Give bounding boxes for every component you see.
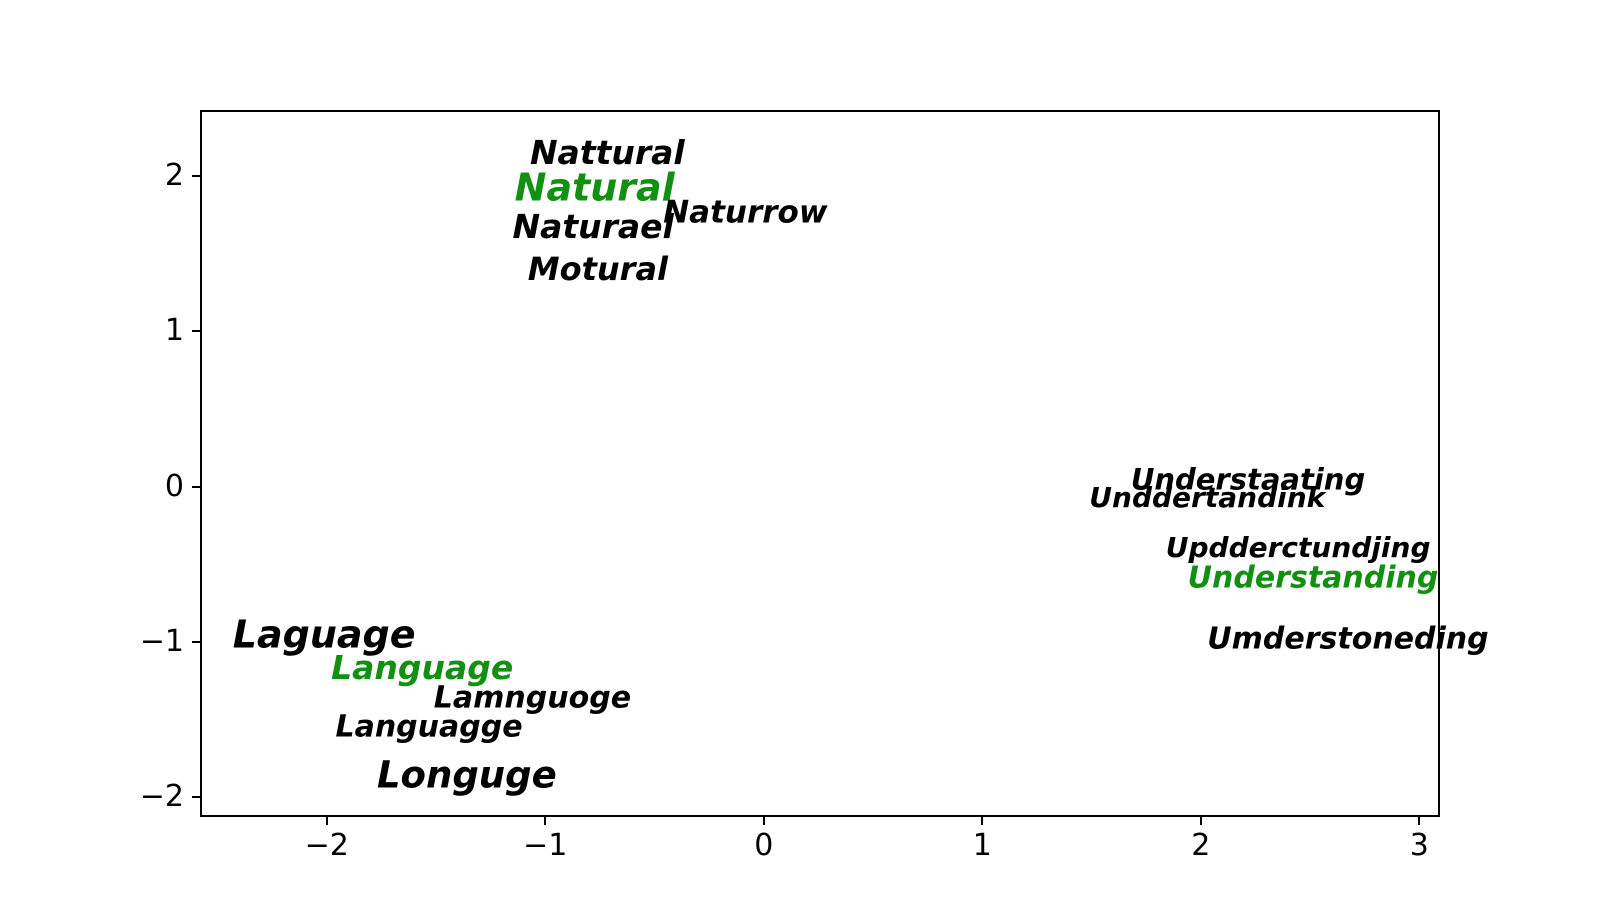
x-tick-mark — [1418, 817, 1421, 825]
x-tick-label: −1 — [523, 828, 568, 863]
word-label: Unddertandink — [1089, 481, 1326, 515]
word-label: Updderctundjing — [1165, 531, 1431, 565]
y-tick-mark — [192, 640, 200, 643]
word-label: Motural — [527, 249, 668, 288]
word-label: Laguage — [232, 612, 416, 657]
y-tick-mark — [192, 330, 200, 333]
word-label: Nattural — [529, 132, 685, 172]
word-label: Understaating — [1130, 462, 1366, 497]
x-tick-mark — [544, 817, 547, 825]
word-label: Languagge — [335, 709, 523, 745]
x-tick-mark — [981, 817, 984, 825]
y-tick-label: −2 — [139, 779, 184, 815]
word-label: Natural — [514, 165, 675, 210]
x-tick-label: 2 — [1191, 828, 1211, 863]
y-tick-mark — [192, 175, 200, 177]
word-label: Language — [331, 648, 514, 688]
y-tick-label: 1 — [164, 313, 184, 349]
y-tick-label: 2 — [164, 158, 184, 193]
x-tick-label: 3 — [1409, 828, 1429, 863]
x-tick-label: 0 — [754, 828, 774, 863]
word-label: Longuge — [376, 753, 557, 797]
x-tick-mark — [1199, 817, 1202, 825]
word-label: Naturael — [512, 207, 674, 247]
word-label: Lamnguoge — [433, 680, 632, 716]
word-label: Naturrow — [663, 194, 828, 231]
word-label: Umderstoneding — [1207, 621, 1489, 657]
y-tick-label: −1 — [139, 623, 184, 659]
y-tick-mark — [192, 485, 200, 488]
plot-area — [200, 110, 1440, 817]
x-tick-label: 1 — [972, 828, 992, 863]
x-tick-mark — [762, 817, 765, 825]
x-tick-mark — [325, 817, 328, 825]
word-label: Understanding — [1187, 560, 1439, 596]
x-tick-label: −2 — [304, 828, 349, 863]
y-tick-label: 0 — [164, 468, 184, 504]
y-tick-mark — [192, 796, 200, 799]
